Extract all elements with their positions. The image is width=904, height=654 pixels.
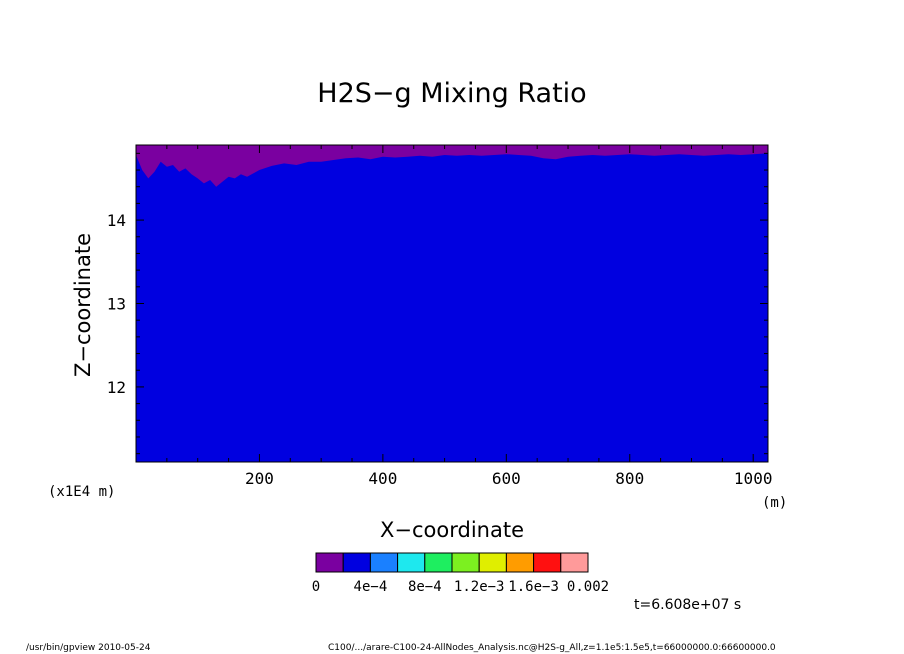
colorbar-swatch [424, 552, 453, 573]
x-axis-unit: (m) [762, 495, 787, 511]
x-tick-label: 400 [368, 469, 397, 488]
x-axis-label: X−coordinate [380, 518, 524, 542]
colorbar-label: 1.2e−3 [454, 579, 505, 595]
y-tick-label: 13 [107, 295, 126, 314]
colorbar-swatch [315, 552, 344, 573]
x-tick-label: 800 [615, 469, 644, 488]
x-axis: 200 400 600 800 1000 [166, 145, 773, 488]
colorbar-swatch [369, 552, 399, 573]
footer-left: /usr/bin/gpview 2010-05-24 [26, 643, 151, 653]
colorbar-label: 0.002 [567, 579, 609, 595]
colorbar-label: 1.6e−3 [508, 579, 559, 595]
y-axis-unit: (x1E4 m) [48, 484, 115, 500]
colorbar-label: 4e−4 [354, 579, 388, 595]
y-tick-label: 14 [107, 211, 126, 230]
colorbar-swatch [342, 552, 371, 573]
colorbar-swatch [397, 552, 426, 573]
chart-title: H2S−g Mixing Ratio [317, 78, 586, 109]
x-tick-label: 200 [245, 469, 274, 488]
colorbar: 0 4e−4 8e−4 1.2e−3 1.6e−3 0.002 [312, 552, 609, 595]
x-tick-label: 600 [492, 469, 521, 488]
mixing-ratio-field [136, 145, 768, 463]
y-axis-label: Z−coordinate [71, 233, 95, 377]
footer-right: C100/.../arare-C100-24-AllNodes_Analysis… [328, 643, 776, 653]
colorbar-swatch [505, 552, 535, 573]
colorbar-label: 0 [312, 579, 320, 595]
colorbar-swatch [560, 552, 589, 573]
colorbar-swatch [451, 552, 480, 573]
y-tick-label: 12 [107, 378, 126, 397]
colorbar-label: 8e−4 [408, 579, 442, 595]
time-annotation: t=6.608e+07 s [634, 597, 741, 613]
x-tick-label: 1000 [734, 469, 773, 488]
colorbar-swatch [533, 552, 562, 573]
field-lower-region [136, 153, 768, 463]
colorbar-swatch [478, 552, 507, 573]
y-axis: 12 13 14 [107, 152, 768, 455]
